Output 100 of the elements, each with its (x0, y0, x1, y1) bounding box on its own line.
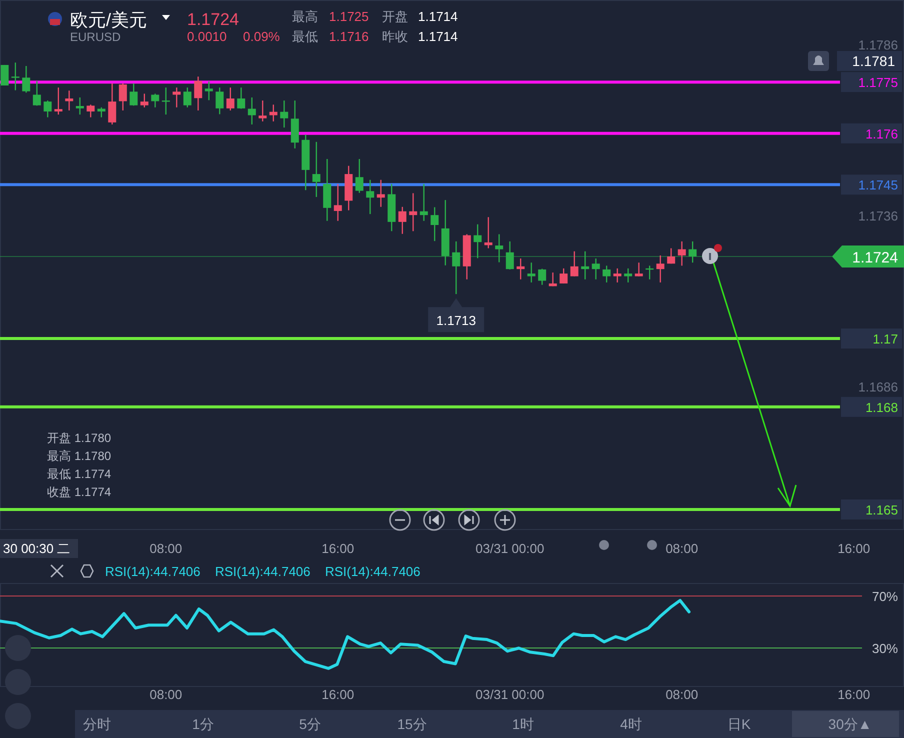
candlestick (602, 265, 611, 284)
candlestick (118, 82, 127, 112)
candlestick (420, 183, 428, 222)
candlestick (194, 76, 202, 112)
ref-line-label: 1.1745 (858, 178, 898, 193)
candlestick (323, 158, 332, 222)
x-tick-label: 08:00 (666, 687, 698, 702)
annotation: 1.1716 (329, 29, 369, 44)
candlestick (474, 224, 482, 259)
x-tick-label: 16:00 (322, 541, 354, 556)
annotation: 1.1781 (852, 53, 896, 69)
ref-line-label: 1.176 (865, 126, 898, 142)
candlestick (398, 206, 406, 234)
candlestick (65, 90, 74, 112)
candlestick (452, 240, 460, 295)
y-tick-label: 1.1736 (858, 208, 898, 224)
text: 分时 (83, 716, 111, 732)
ref-line-label: 1.1775 (858, 75, 898, 90)
x-tick-label: 08:00 (666, 541, 698, 556)
text: 30分▲ (828, 716, 872, 732)
candlestick (312, 141, 320, 198)
x-tick-label: 08:00 (150, 687, 182, 702)
candlestick (355, 158, 364, 194)
x-tick-label: 03/31 00:00 (476, 541, 544, 556)
candlestick (204, 80, 213, 101)
candlestick (334, 183, 342, 222)
annotation: 最高 1.1780 (47, 449, 112, 463)
candlestick (0, 64, 9, 86)
candlestick (570, 250, 578, 277)
candlestick (506, 240, 514, 270)
candlestick (76, 96, 84, 116)
x-tick-label: 03/31 00:00 (476, 687, 544, 702)
candlestick (32, 80, 41, 106)
annotation: 收盘 1.1774 (47, 485, 112, 499)
annotation: 1.1724 (187, 10, 239, 29)
text: 欧元/美元 (70, 10, 148, 30)
candlestick (656, 254, 664, 284)
text: RSI(14):44.7406 (215, 564, 310, 579)
x-tick-label: 08:00 (150, 541, 182, 556)
ref-line-label: 1.168 (865, 400, 898, 415)
text: 1分 (192, 716, 214, 732)
candlestick (97, 106, 106, 118)
annotation: 最低 1.1774 (47, 467, 112, 481)
candlestick (592, 258, 600, 280)
ref-line-label: 1.17 (872, 332, 898, 347)
candlestick (108, 82, 116, 126)
text: 日K (727, 716, 752, 732)
candlestick (22, 65, 30, 94)
candlestick (140, 93, 148, 108)
annotation: 昨收 (382, 29, 408, 44)
candlestick (678, 240, 686, 266)
text: 1时 (512, 716, 534, 732)
annotation: 0.09% (243, 29, 280, 44)
candlestick (226, 86, 234, 112)
candlestick (151, 93, 160, 108)
candlestick (624, 268, 632, 284)
candlestick (258, 100, 267, 122)
text: 15分 (397, 716, 427, 732)
y-tick-label: 1.1786 (858, 37, 898, 52)
candlestick (86, 104, 95, 118)
candlestick (248, 96, 256, 126)
candlestick (130, 82, 138, 106)
candlestick (667, 248, 676, 264)
text: 4时 (620, 716, 642, 732)
candlestick (430, 206, 439, 242)
text: 30 00:30 二 (3, 541, 70, 556)
x-tick-label: 16:00 (838, 541, 870, 556)
candlestick (172, 86, 181, 108)
ref-line-label: 1.165 (865, 502, 898, 518)
annotation: 开盘 1.1780 (47, 431, 112, 445)
annotation: 1.1714 (418, 9, 458, 24)
annotation: 0.0010 (187, 29, 227, 44)
x-tick-label: 16:00 (838, 687, 870, 702)
annotation: 开盘 (382, 9, 408, 24)
candlestick (548, 272, 557, 287)
candlestick (54, 86, 62, 116)
annotation: 1.1725 (329, 9, 369, 24)
candlestick (538, 268, 546, 286)
candlestick (527, 262, 536, 284)
candlestick (516, 258, 525, 280)
x-tick-label: 16:00 (322, 687, 354, 702)
text: RSI(14):44.7406 (105, 564, 200, 579)
candlestick (366, 179, 374, 215)
candlestick (560, 268, 568, 284)
annotation: 1.1713 (436, 313, 476, 328)
candlestick (11, 62, 20, 91)
candlestick (495, 234, 504, 263)
candlestick (237, 86, 246, 110)
candlestick (688, 240, 697, 264)
text: EURUSD (70, 30, 122, 44)
y-tick-label: 70% (872, 589, 898, 604)
candlestick (409, 192, 418, 232)
candlestick (280, 100, 288, 128)
ref-line-label: 1.1724 (852, 249, 898, 266)
text: 5分 (299, 716, 321, 732)
candlestick (290, 100, 299, 149)
annotation: 1.1714 (418, 29, 458, 44)
y-tick-label: 30% (872, 641, 898, 656)
annotation: 最低 (292, 29, 318, 44)
candlestick (484, 216, 492, 249)
